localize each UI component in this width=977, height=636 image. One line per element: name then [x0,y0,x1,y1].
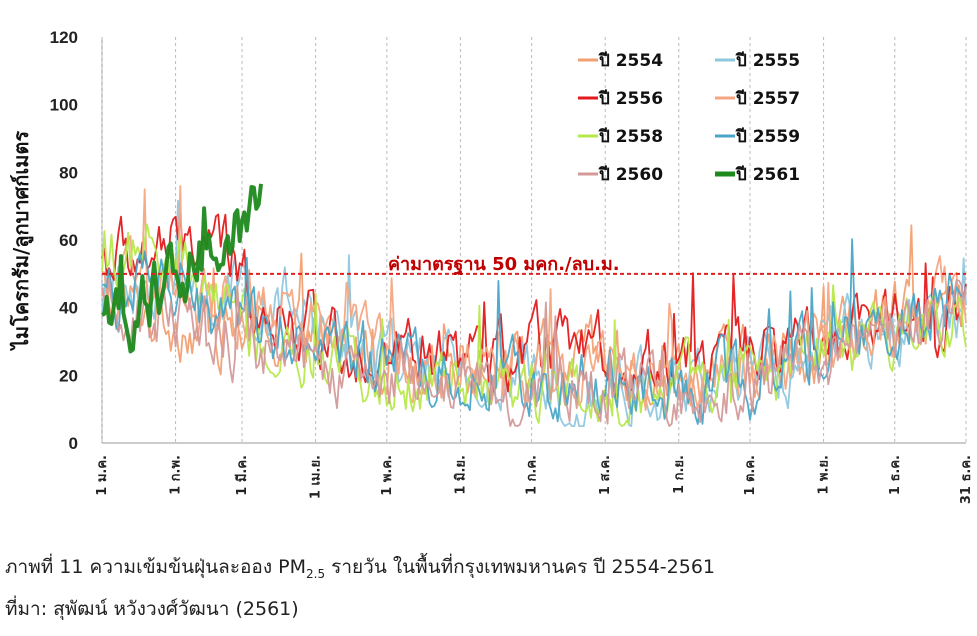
y-axis-label: ไมโครกรัม/ลูกบาศก์เมตร [9,131,35,352]
standard-line-label: ค่ามาตรฐาน 50 มคก./ลบ.ม. [388,254,620,276]
figure-caption: ภาพที่ 11 ความเข้มข้นฝุ่นละออง PM2.5 ราย… [5,556,716,581]
x-tick-label: 1 พ.ค. [380,455,395,496]
x-tick-label: 1 ส.ค. [598,455,613,495]
x-tick-label: 1 มี.ค. [234,455,250,496]
series-line-6 [101,238,967,425]
legend-label: ปี 2556 [598,88,663,109]
legend-label: ปี 2560 [598,164,663,185]
x-tick-label: 31 ธ.ค. [959,455,974,504]
legend-label: ปี 2561 [735,164,800,185]
x-tick-label: 1 เม.ย. [309,455,324,499]
x-tick-label: 1 ก.พ. [169,455,184,495]
y-tick-label: 100 [50,96,78,115]
legend-label: ปี 2559 [735,126,800,147]
series-line-4 [101,185,967,411]
legend-label: ปี 2555 [735,50,800,71]
x-tick-label: 1 พ.ย. [817,455,832,495]
legend-label: ปี 2558 [598,126,663,147]
y-tick-label: 80 [59,163,78,182]
y-tick-label: 40 [59,299,78,318]
y-tick-label: 60 [59,231,78,250]
x-tick-label: 1 ก.ย. [672,455,687,494]
pm25-line-chart: 1 ม.ค. 1 ก.พ. 1 มี.ค. 1 เม.ย. 1 พ.ค. 1 มิ.ย. 1… [9,28,974,504]
y-tick-label: 0 [69,434,78,453]
legend-label: ปี 2557 [735,88,800,109]
figure-source: ที่มา: สุพัฒน์ หวังวงศ์วัฒนา (2561) [5,598,299,620]
x-tick-label: 1 ก.ค. [525,455,540,495]
series-line-5 [101,223,967,428]
x-tick-label: 1 มิ.ย. [453,455,468,495]
y-tick-label: 20 [59,366,78,385]
series-line-7 [101,277,967,428]
series-line-8 [101,183,263,354]
legend-label: ปี 2554 [598,50,663,71]
x-tick-label: 1 ธ.ค. [888,455,903,495]
x-tick-label: 1 ม.ค. [95,455,110,496]
y-tick-label: 120 [50,28,78,47]
x-tick-label: 1 ต.ค. [743,455,758,496]
